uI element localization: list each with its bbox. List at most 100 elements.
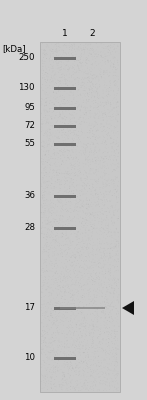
Point (108, 218, 110, 224)
Point (83, 349, 86, 356)
Point (86, 69, 88, 75)
Point (55, 318, 57, 324)
Point (74, 385, 76, 392)
Point (64, 223, 66, 230)
Point (62, 199, 65, 206)
Point (98, 332, 101, 338)
Point (61, 250, 63, 256)
Point (101, 242, 103, 248)
Point (76, 193, 78, 200)
Point (42, 119, 44, 125)
Point (116, 370, 118, 377)
Point (90, 41, 92, 47)
Point (49, 65, 52, 71)
Point (69, 237, 71, 243)
Point (107, 64, 110, 70)
Point (66, 165, 68, 171)
Point (42, 247, 44, 253)
Point (55, 276, 57, 282)
Point (71, 161, 73, 168)
Point (55, 316, 57, 322)
Point (73, 368, 76, 375)
Point (42, 143, 45, 149)
Point (66, 359, 69, 366)
Point (74, 122, 76, 129)
Point (45, 91, 47, 98)
Point (113, 325, 115, 332)
Point (64, 134, 66, 141)
Point (54, 163, 57, 169)
Point (81, 75, 84, 81)
Point (92, 296, 94, 302)
Point (92, 332, 94, 338)
Point (55, 228, 57, 234)
Point (83, 160, 85, 167)
Point (49, 369, 51, 375)
Point (84, 239, 86, 245)
Point (70, 163, 72, 169)
Point (56, 300, 58, 306)
Point (60, 288, 62, 294)
Point (60, 146, 62, 153)
Point (65, 84, 67, 90)
Point (106, 222, 108, 229)
Point (88, 77, 90, 83)
Point (114, 217, 117, 224)
Point (70, 234, 72, 241)
Point (76, 96, 78, 102)
Point (74, 254, 77, 260)
Point (81, 158, 83, 165)
Point (58, 363, 60, 369)
Point (40, 378, 42, 385)
Point (111, 222, 113, 228)
Point (43, 359, 46, 366)
Point (54, 159, 57, 165)
Point (106, 70, 108, 76)
Point (45, 107, 47, 113)
Point (71, 365, 73, 371)
Point (50, 378, 52, 384)
Point (70, 198, 72, 205)
Point (91, 86, 94, 92)
Point (54, 150, 56, 156)
Point (76, 154, 78, 161)
Point (117, 150, 119, 156)
Point (113, 149, 115, 155)
Point (117, 308, 119, 315)
Point (63, 208, 65, 214)
Point (93, 124, 95, 131)
Point (50, 198, 52, 205)
Point (100, 41, 102, 47)
Point (113, 164, 115, 170)
Point (96, 243, 99, 249)
Point (46, 159, 48, 166)
Point (87, 293, 89, 299)
Point (104, 308, 106, 315)
Point (51, 331, 53, 338)
Point (44, 303, 47, 310)
Point (76, 142, 78, 149)
Point (92, 80, 94, 87)
Point (79, 126, 82, 133)
Point (68, 365, 71, 372)
Point (72, 146, 74, 153)
Point (107, 73, 110, 80)
Point (58, 195, 61, 202)
Point (72, 342, 74, 349)
Point (52, 143, 54, 149)
Point (110, 122, 112, 128)
Point (64, 296, 67, 302)
Point (55, 232, 57, 239)
Point (87, 274, 90, 281)
Point (98, 149, 101, 155)
Point (59, 199, 61, 205)
Point (74, 80, 77, 87)
Point (66, 324, 69, 331)
Point (80, 140, 83, 146)
Point (107, 131, 109, 137)
Point (99, 341, 101, 348)
Point (93, 98, 95, 104)
Point (60, 366, 62, 373)
Point (78, 121, 80, 128)
Point (57, 225, 60, 231)
